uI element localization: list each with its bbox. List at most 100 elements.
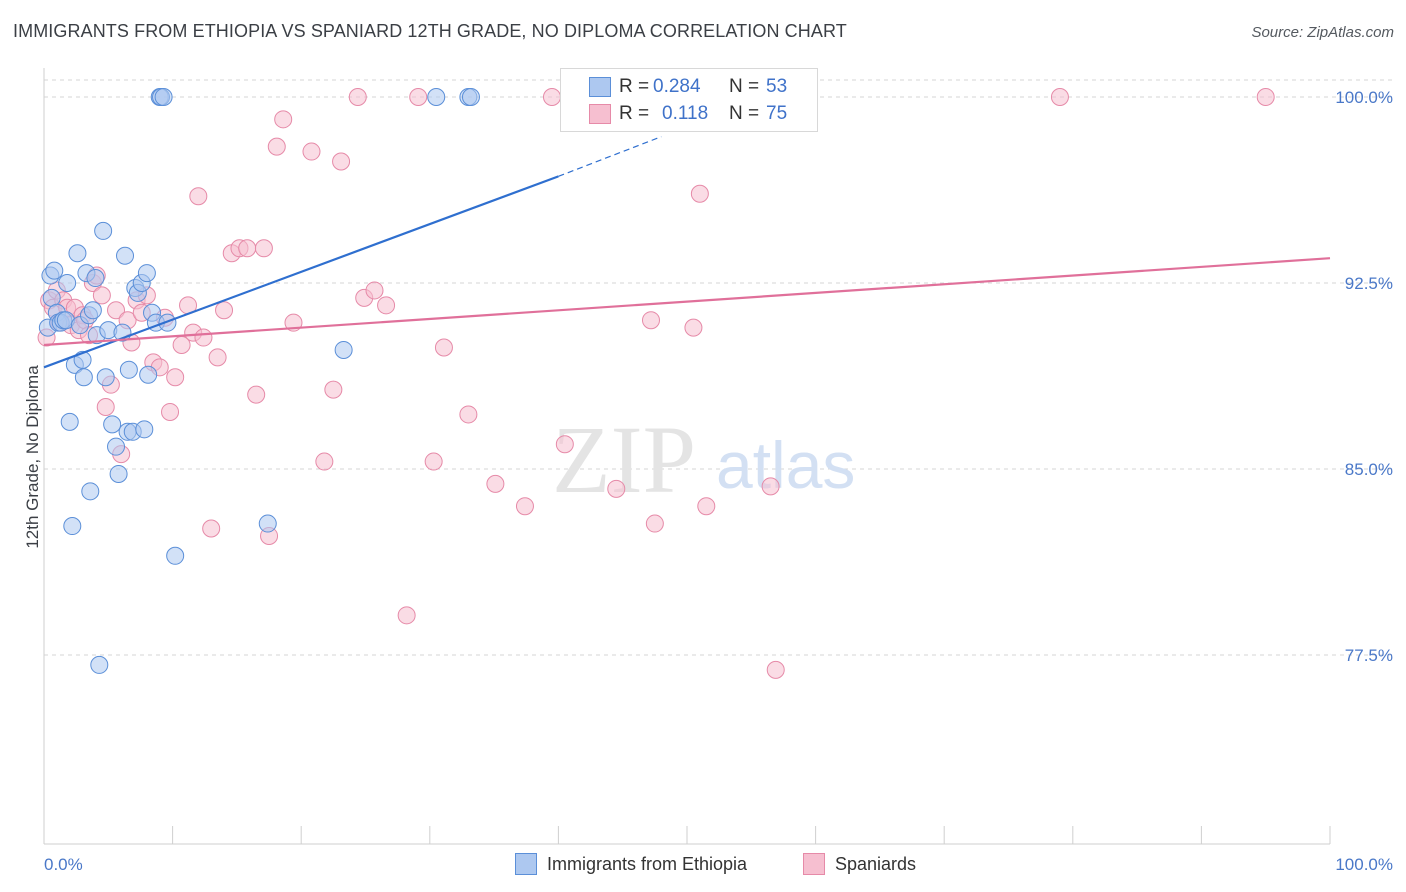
- ethiopia-point-52: [461, 88, 480, 106]
- spaniards-point-51: [348, 88, 367, 106]
- spaniards-point-58: [434, 338, 453, 357]
- ethiopia-point-40: [139, 365, 158, 384]
- spaniards-point-28: [161, 402, 180, 421]
- ethiopia-point-46: [158, 313, 177, 332]
- y-tick-label-0: 77.5%: [1345, 646, 1393, 665]
- spaniards-point-49: [324, 380, 343, 399]
- ethiopia-point-31: [116, 246, 135, 265]
- spaniards-point-36: [208, 348, 227, 367]
- ethiopia-point-16: [74, 368, 93, 387]
- ethiopia-point-33: [119, 360, 138, 379]
- spaniards-point-18: [107, 301, 126, 320]
- ethiopia-point-9: [58, 274, 77, 292]
- spaniards-point-74: [1050, 88, 1069, 106]
- spaniards-point-15: [92, 286, 111, 305]
- ethiopia-point-10: [60, 412, 79, 431]
- spaniards-point-57: [424, 452, 443, 471]
- spaniards-point-42: [254, 239, 273, 258]
- y-tick-label-1: 85.0%: [1345, 460, 1393, 479]
- spaniards-point-50: [332, 152, 351, 171]
- ethiopia-trend-extension: [558, 136, 662, 177]
- spaniards-point-56: [409, 88, 428, 106]
- ethiopia-point-24: [94, 221, 113, 240]
- spaniards-point-62: [542, 88, 561, 106]
- spaniards-point-60: [486, 474, 505, 493]
- stats-legend: R = 0.284 N = 53 R = 0.118 N = 75: [560, 68, 818, 132]
- spaniards-point-41: [247, 385, 266, 404]
- spaniards-point-61: [515, 497, 534, 516]
- spaniards-point-66: [645, 514, 664, 533]
- ethiopia-point-50: [427, 88, 446, 106]
- spaniards-points: [37, 88, 1275, 679]
- spaniards-point-29: [166, 368, 185, 387]
- x-tick-label-1: 100.0%: [1335, 855, 1393, 874]
- watermark-zip: ZIP: [552, 406, 696, 513]
- ethiopia-point-21: [86, 269, 105, 288]
- bottom-swatch-spaniards: [803, 853, 825, 875]
- spaniards-point-40: [238, 239, 257, 258]
- ethiopia-point-27: [103, 415, 122, 434]
- ethiopia-point-23: [90, 655, 109, 674]
- ethiopia-point-25: [96, 368, 115, 387]
- spaniards-point-34: [194, 328, 213, 347]
- ethiopia-trend-line: [43, 175, 559, 369]
- legend-n-value-ethiopia: 53: [766, 76, 788, 97]
- ethiopia-point-39: [137, 264, 156, 283]
- spaniards-point-70: [697, 497, 716, 516]
- ethiopia-point-48: [258, 514, 277, 533]
- spaniards-point-48: [315, 452, 334, 471]
- tick-labels: 77.5% 85.0% 92.5% 100.0% 0.0% 100.0%: [44, 88, 1393, 874]
- watermark: ZIP atlas: [552, 406, 855, 513]
- legend-r-label-spaniards: R =: [619, 103, 650, 124]
- spaniards-point-47: [302, 142, 321, 161]
- bottom-label-spaniards: Spaniards: [835, 853, 917, 874]
- spaniards-point-35: [202, 519, 221, 538]
- ethiopia-point-3: [45, 261, 64, 280]
- spaniards-point-16: [96, 398, 115, 416]
- legend-swatch-spaniards: [589, 104, 611, 124]
- spaniards-point-45: [274, 110, 293, 129]
- legend-n-value-spaniards: 75: [766, 103, 788, 124]
- ethiopia-point-47: [166, 546, 185, 565]
- watermark-atlas: atlas: [716, 428, 855, 502]
- spaniards-point-37: [215, 301, 234, 320]
- grid-lines: [44, 79, 1395, 656]
- ethiopia-point-28: [107, 437, 126, 456]
- spaniards-point-65: [641, 311, 660, 330]
- ethiopia-point-13: [68, 244, 87, 263]
- bottom-label-ethiopia: Immigrants from Ethiopia: [547, 853, 748, 874]
- ethiopia-point-49: [334, 340, 353, 359]
- spaniards-trend-line: [43, 257, 1331, 347]
- spaniards-point-53: [365, 281, 384, 300]
- spaniards-point-63: [555, 435, 574, 454]
- ethiopia-point-19: [81, 482, 100, 501]
- y-tick-label-2: 92.5%: [1345, 274, 1393, 293]
- legend-r-value-ethiopia: 0.284: [653, 76, 701, 97]
- ethiopia-point-11: [63, 517, 82, 536]
- trend-lines: [43, 136, 1331, 369]
- spaniards-point-54: [377, 296, 396, 315]
- spaniards-point-33: [189, 187, 208, 206]
- chart-title: IMMIGRANTS FROM ETHIOPIA VS SPANIARD 12T…: [13, 21, 847, 41]
- ethiopia-point-29: [109, 464, 128, 483]
- ethiopia-point-38: [135, 420, 154, 439]
- legend-r-value-spaniards: 0.118: [662, 103, 709, 124]
- spaniards-point-71: [761, 477, 780, 496]
- legend-n-label-ethiopia: N =: [729, 76, 760, 97]
- spaniards-point-75: [1256, 88, 1275, 106]
- bottom-swatch-ethiopia: [515, 853, 537, 875]
- ethiopia-point-45: [154, 88, 173, 106]
- spaniards-point-64: [607, 479, 626, 498]
- ethiopia-point-20: [83, 301, 102, 320]
- legend-n-label-spaniards: N =: [729, 103, 760, 124]
- bottom-legend-ethiopia: Immigrants from Ethiopia: [515, 852, 747, 876]
- y-tick-label-3: 100.0%: [1335, 88, 1393, 107]
- source-label: Source: ZipAtlas.com: [1251, 24, 1394, 41]
- x-tick-label-0: 0.0%: [44, 855, 83, 874]
- bottom-legend-spaniards: Spaniards: [803, 852, 916, 876]
- axes: [43, 68, 1331, 845]
- spaniards-point-69: [690, 184, 709, 203]
- spaniards-point-72: [766, 660, 785, 679]
- spaniards-point-68: [684, 318, 703, 337]
